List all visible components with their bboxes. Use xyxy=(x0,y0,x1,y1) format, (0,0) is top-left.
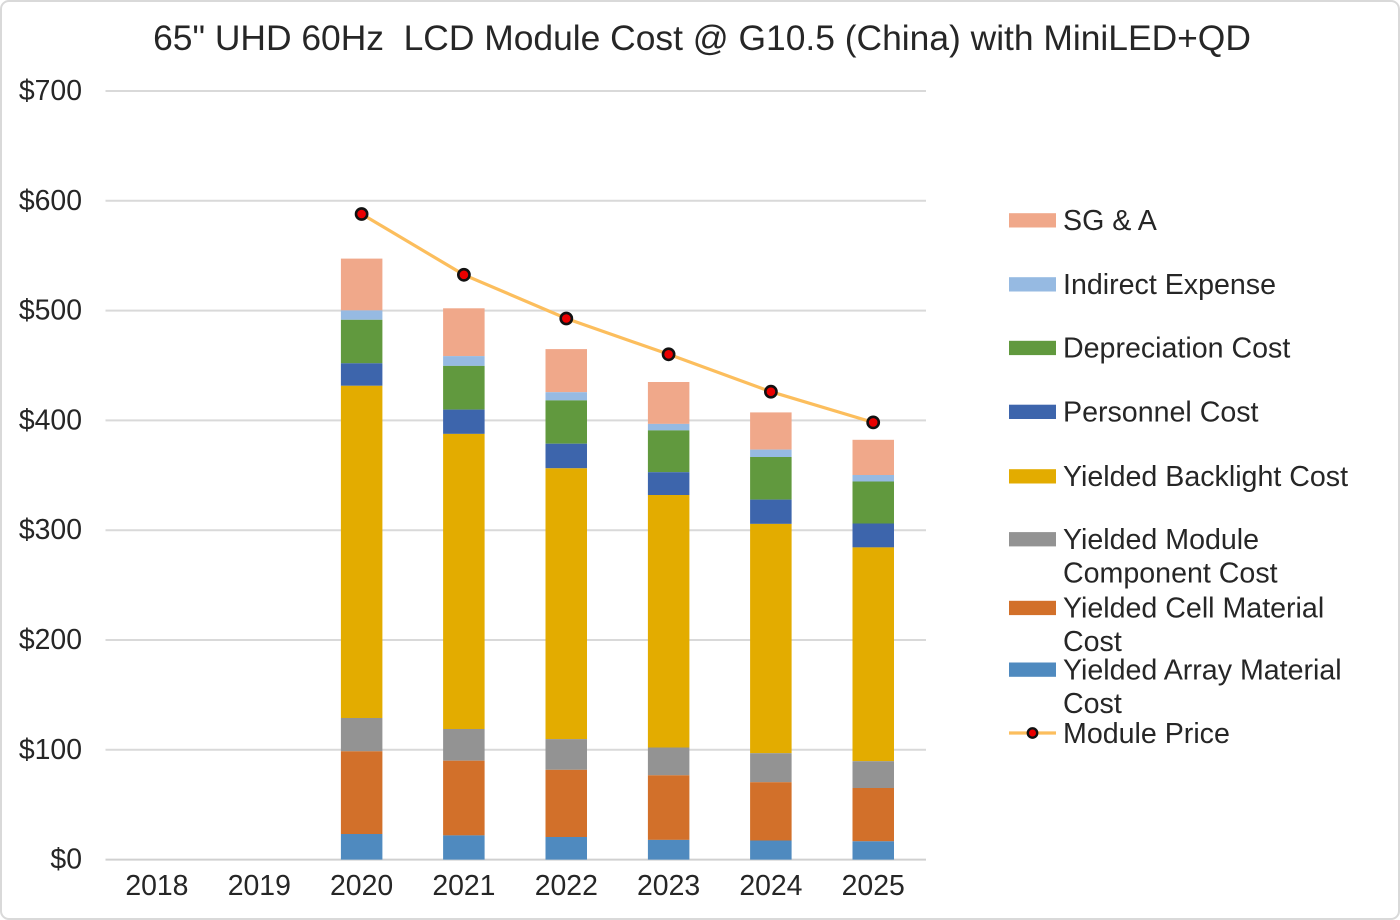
svg-text:$0: $0 xyxy=(50,844,82,876)
svg-text:2023: 2023 xyxy=(637,870,700,902)
svg-text:Yielded Array Material: Yielded Array Material xyxy=(1063,654,1342,686)
svg-text:Yielded Cell Material: Yielded Cell Material xyxy=(1063,593,1324,625)
svg-text:2022: 2022 xyxy=(535,870,598,902)
svg-text:2024: 2024 xyxy=(739,870,802,902)
svg-text:$500: $500 xyxy=(19,295,82,327)
svg-text:65" UHD 60Hz LCD Module Cost: 65" UHD 60Hz LCD Module Cost @ G10.5 (Ch… xyxy=(153,18,1251,58)
svg-text:$700: $700 xyxy=(19,75,82,107)
svg-text:Yielded Module: Yielded Module xyxy=(1063,524,1259,556)
svg-text:Personnel Cost: Personnel Cost xyxy=(1063,397,1259,429)
svg-text:Indirect Expense: Indirect Expense xyxy=(1063,269,1276,301)
svg-text:SG & A: SG & A xyxy=(1063,205,1158,237)
svg-text:Component Cost: Component Cost xyxy=(1063,558,1278,590)
svg-text:2020: 2020 xyxy=(330,870,393,902)
svg-text:2021: 2021 xyxy=(432,870,495,902)
svg-text:Module Price: Module Price xyxy=(1063,718,1230,750)
svg-text:2019: 2019 xyxy=(228,870,291,902)
svg-text:2018: 2018 xyxy=(125,870,188,902)
svg-text:$200: $200 xyxy=(19,624,82,656)
svg-text:$300: $300 xyxy=(19,514,82,546)
svg-text:Cost: Cost xyxy=(1063,688,1122,720)
svg-text:2025: 2025 xyxy=(842,870,905,902)
svg-text:$100: $100 xyxy=(19,734,82,766)
svg-text:Depreciation Cost: Depreciation Cost xyxy=(1063,333,1290,365)
svg-text:Yielded Backlight Cost: Yielded Backlight Cost xyxy=(1063,461,1348,493)
svg-text:$400: $400 xyxy=(19,404,82,436)
svg-text:Cost: Cost xyxy=(1063,626,1122,658)
svg-text:$600: $600 xyxy=(19,185,82,217)
